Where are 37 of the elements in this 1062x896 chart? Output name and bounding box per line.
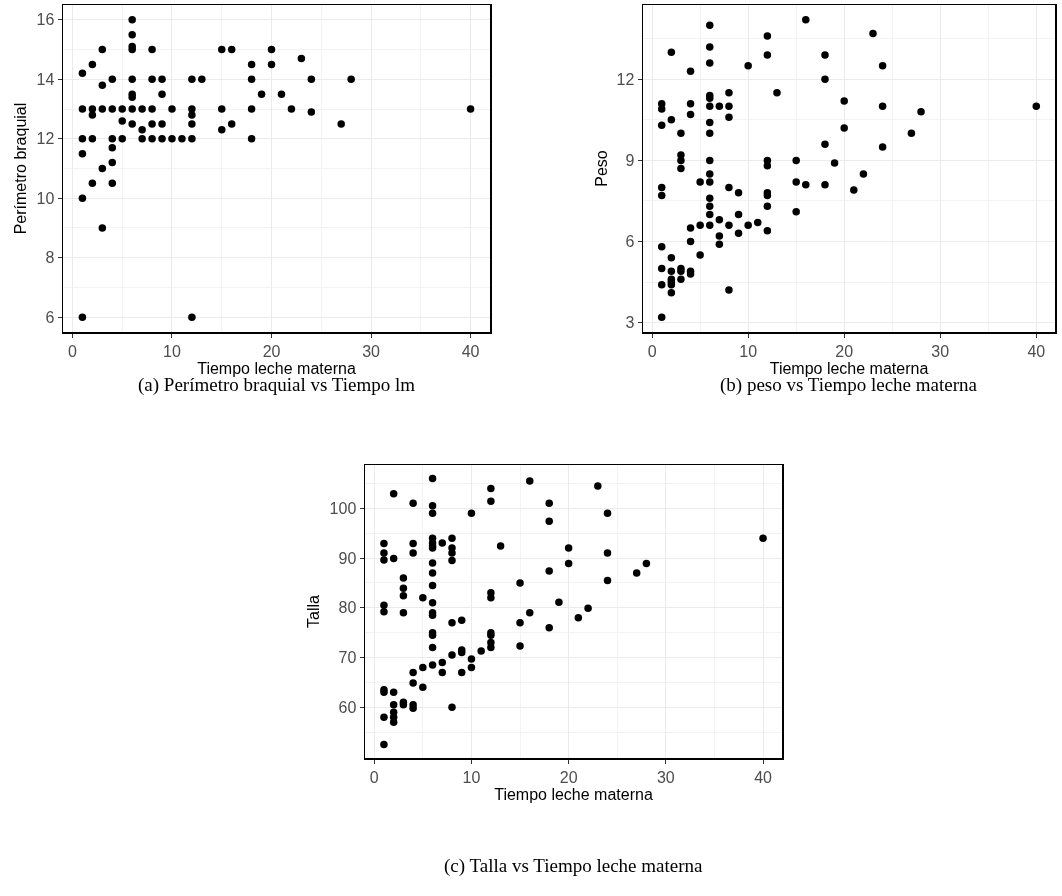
x-tick-label: 10	[739, 342, 758, 360]
x-tick-label: 20	[835, 342, 854, 360]
x-tick-label: 10	[462, 768, 481, 786]
x-tick-label: 30	[656, 768, 675, 786]
y-tick-label: 16	[36, 11, 55, 29]
x-axis-title: Tiempo leche materna	[494, 785, 653, 803]
x-tick-label: 30	[362, 342, 381, 360]
y-tick-label: 9	[625, 151, 635, 169]
y-tick-label: 8	[45, 249, 55, 267]
y-tick-label: 12	[616, 70, 635, 88]
y-tick-label: 80	[338, 599, 357, 617]
y-tick-label: 10	[36, 189, 55, 207]
y-tick-label: 14	[36, 70, 55, 88]
y-axis-title: Peso	[593, 150, 610, 187]
y-axis-title: Talla	[304, 594, 322, 628]
x-tick-label: 40	[461, 342, 480, 360]
y-tick-label: 90	[338, 549, 357, 567]
x-tick-label: 30	[931, 342, 950, 360]
x-axis-title: Tiempo leche materna	[769, 359, 929, 377]
y-tick-label: 70	[338, 649, 357, 667]
text: (c) Talla vs Tiempo leche materna	[444, 855, 704, 877]
y-tick-label: 6	[45, 308, 55, 326]
y-tick-label: 3	[625, 314, 635, 332]
y-tick-label: 100	[329, 499, 357, 517]
x-axis-title: Tiempo leche materna	[197, 359, 356, 377]
x-tick-label: 40	[1027, 342, 1046, 360]
x-tick-label: 10	[163, 342, 181, 360]
y-tick-label: 12	[36, 130, 55, 148]
y-tick-label: 6	[625, 233, 635, 251]
x-tick-label: 20	[262, 342, 281, 360]
y-tick-label: 60	[338, 698, 357, 716]
x-tick-label: 40	[754, 768, 773, 786]
y-axis-title: Perímetro braquial	[11, 102, 29, 235]
x-tick-label: 0	[647, 342, 657, 360]
x-tick-label: 0	[68, 342, 78, 360]
x-tick-label: 20	[559, 768, 578, 786]
x-tick-label: 0	[369, 768, 379, 786]
